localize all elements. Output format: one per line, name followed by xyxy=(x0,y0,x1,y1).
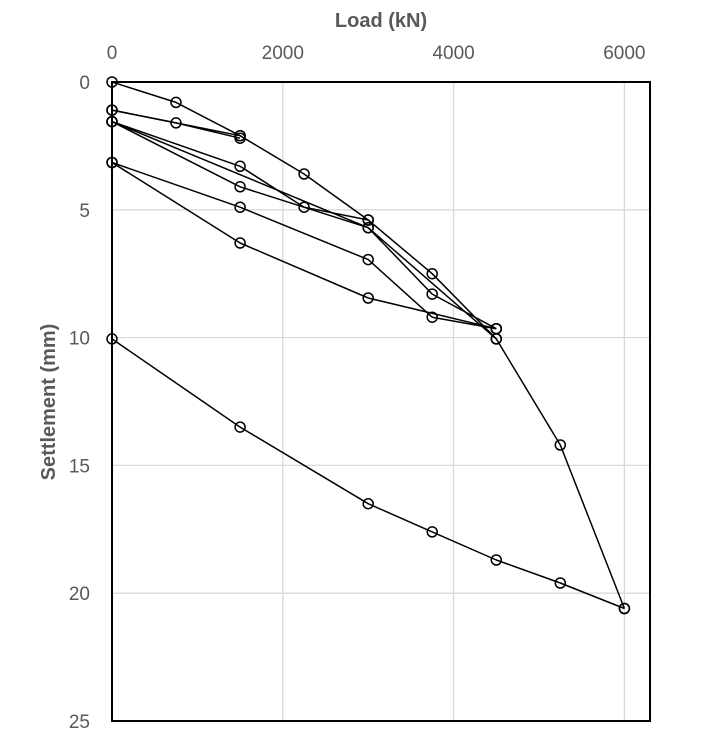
y-tick-label: 0 xyxy=(79,73,90,94)
data-point xyxy=(170,96,182,109)
data-point xyxy=(426,288,438,300)
grid-lines xyxy=(112,82,650,721)
data-point xyxy=(234,237,246,249)
series-line-8 xyxy=(111,161,497,330)
x-tick-label: 2000 xyxy=(262,43,304,64)
data-point xyxy=(234,129,246,142)
data-point xyxy=(426,267,438,280)
data-point xyxy=(362,253,374,266)
x-axis-title: Load (kN) xyxy=(335,10,427,32)
x-tick-label: 4000 xyxy=(432,43,474,64)
data-point xyxy=(234,160,246,173)
series-line-2 xyxy=(111,338,625,610)
x-axis-ticks: 0 2000 4000 6000 xyxy=(107,43,646,64)
data-point xyxy=(362,497,374,510)
series-line-9 xyxy=(111,161,497,330)
data-point xyxy=(234,421,246,433)
x-tick-label: 6000 xyxy=(603,43,645,64)
series-line-4 xyxy=(111,109,241,137)
y-tick-label: 15 xyxy=(69,456,90,477)
data-point xyxy=(298,201,310,213)
data-point xyxy=(618,602,631,615)
data-point xyxy=(234,201,246,213)
data-point xyxy=(426,311,438,323)
data-point xyxy=(490,322,503,335)
data-point xyxy=(426,526,438,538)
data-point xyxy=(106,76,118,88)
series-line-7 xyxy=(111,120,497,340)
x-tick-label: 0 xyxy=(107,43,118,64)
data-point xyxy=(106,333,118,345)
y-axis-ticks: 0 5 10 15 20 25 xyxy=(69,73,90,733)
data-point xyxy=(490,554,503,566)
data-point xyxy=(362,221,374,234)
y-tick-label: 10 xyxy=(69,329,90,350)
data-point xyxy=(170,117,182,129)
data-point xyxy=(106,115,118,128)
data-point xyxy=(234,181,246,193)
y-tick-label: 20 xyxy=(69,584,90,605)
series-line-6 xyxy=(111,120,497,330)
y-tick-label: 25 xyxy=(69,712,90,733)
data-point xyxy=(106,156,118,169)
plot-area-frame xyxy=(111,81,651,722)
y-axis-title: Settlement (mm) xyxy=(38,324,60,481)
series-line-5 xyxy=(111,120,369,221)
data-point xyxy=(554,439,567,451)
data-point xyxy=(106,104,118,116)
y-tick-label: 5 xyxy=(79,201,90,222)
data-point xyxy=(554,577,567,589)
series-group xyxy=(106,76,631,615)
data-point xyxy=(362,214,374,226)
data-point xyxy=(362,292,374,304)
data-point xyxy=(298,168,310,180)
